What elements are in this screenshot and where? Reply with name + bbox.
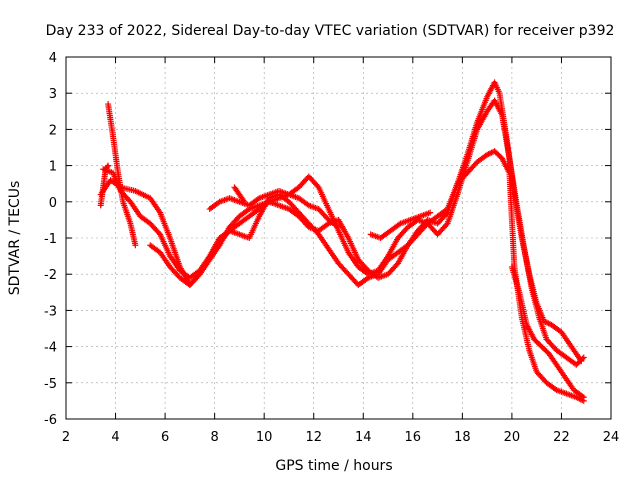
x-tick-label: 22: [553, 430, 570, 445]
x-tick-label: 8: [210, 430, 218, 445]
data-point: [104, 163, 111, 170]
y-tick-label: 0: [49, 196, 57, 211]
y-tick-label: -3: [44, 304, 57, 319]
series-track-e: [206, 187, 342, 231]
y-tick-label: 4: [49, 51, 57, 66]
data-point: [427, 209, 434, 216]
data-point: [393, 261, 400, 268]
y-tick-label: -2: [44, 268, 57, 283]
series-track-c: [105, 101, 139, 249]
y-axis-title: SDTVAR / TECUs: [7, 181, 23, 296]
data-point: [105, 162, 112, 169]
x-tick-label: 6: [161, 430, 169, 445]
data-point: [241, 198, 248, 205]
y-tick-label: 2: [49, 123, 57, 138]
y-tick-label: -4: [44, 341, 57, 356]
x-tick-label: 2: [62, 430, 70, 445]
data-point: [578, 358, 585, 365]
x-tick-label: 18: [454, 430, 471, 445]
x-tick-label: 4: [111, 430, 119, 445]
data-point: [335, 224, 342, 231]
y-tick-label: -6: [44, 413, 57, 428]
data-point: [580, 394, 587, 401]
x-tick-label: 12: [305, 430, 322, 445]
series-track-i: [231, 184, 248, 205]
data-point: [155, 230, 162, 237]
y-tick-label: -1: [44, 232, 57, 247]
data-point: [443, 221, 450, 228]
x-tick-label: 24: [603, 430, 620, 445]
chart-title: Day 233 of 2022, Sidereal Day-to-day VTE…: [46, 23, 615, 39]
y-tick-label: 3: [49, 87, 57, 102]
grid: [66, 57, 611, 419]
y-tick-label: -5: [44, 377, 57, 392]
data-point: [132, 242, 139, 249]
series-track-h: [97, 162, 112, 209]
series-track-f: [367, 209, 434, 241]
data-points: [97, 79, 587, 404]
x-tick-label: 20: [504, 430, 521, 445]
series-track-g: [508, 263, 587, 401]
x-axis-title: GPS time / hours: [275, 458, 392, 474]
x-tick-label: 14: [355, 430, 372, 445]
data-point: [195, 272, 202, 279]
x-tick-label: 10: [256, 430, 273, 445]
data-point: [314, 182, 321, 189]
x-tick-label: 16: [405, 430, 422, 445]
y-tick-label: 1: [49, 160, 57, 175]
